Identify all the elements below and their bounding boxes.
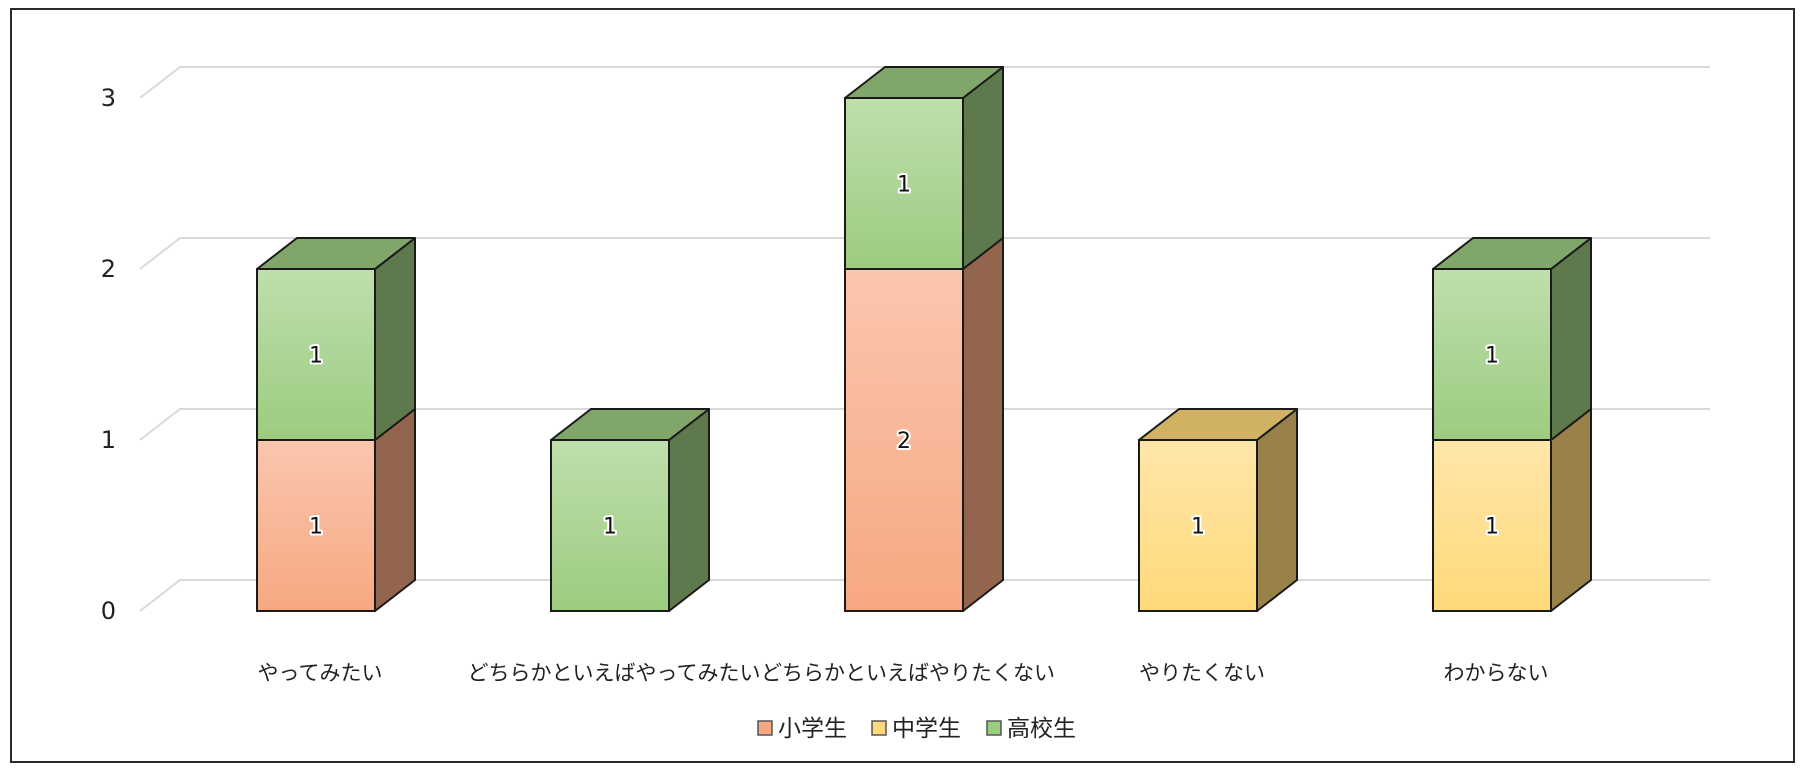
legend-swatch-1 xyxy=(757,720,773,736)
y-tick-label-3: 3 xyxy=(101,84,116,112)
bar-side-5-2 xyxy=(1550,408,1592,612)
bar-side-1-1 xyxy=(374,408,416,612)
x-category-label-3: どちらかといえばやりたくない xyxy=(761,661,1055,685)
x-category-label-1: やってみたい xyxy=(258,661,383,685)
data-label-1-1: 1 xyxy=(309,515,323,540)
bar-front-1-1 xyxy=(256,439,376,612)
y-tick-label-2: 2 xyxy=(101,255,116,283)
bar-top-3 xyxy=(844,66,1004,99)
y-axis-ticks: 0 1 2 3 xyxy=(101,84,116,625)
bar-side-3-3 xyxy=(962,66,1004,270)
data-label-3-1: 2 xyxy=(897,429,911,454)
bar-front-4-2 xyxy=(1138,439,1258,612)
bar-side-1-3 xyxy=(374,237,416,441)
x-category-label-4: やりたくない xyxy=(1139,661,1265,685)
legend-item-3: 高校生 xyxy=(986,716,1076,742)
data-label-1-3: 1 xyxy=(309,344,323,369)
legend-item-2: 中学生 xyxy=(871,716,961,742)
y-tick-label-0: 0 xyxy=(101,597,116,625)
bar-top-5 xyxy=(1432,237,1592,270)
bar-top-1 xyxy=(256,237,416,270)
y-tick-label-1: 1 xyxy=(101,426,116,454)
data-label-2-3: 1 xyxy=(603,515,617,540)
gridline-3 xyxy=(139,66,1710,99)
bar-stack-5 xyxy=(1432,237,1592,612)
gridline-2 xyxy=(139,237,1710,270)
legend-swatch-2 xyxy=(871,720,887,736)
data-label-4-2: 1 xyxy=(1191,515,1205,540)
bar-front-1-3 xyxy=(256,268,376,441)
bar-side-5-3 xyxy=(1550,237,1592,441)
bar-top-2 xyxy=(550,408,710,441)
data-label-5-3: 1 xyxy=(1485,344,1499,369)
bar-top-4 xyxy=(1138,408,1298,441)
bar-stack-2 xyxy=(550,408,710,612)
bar-stack-4 xyxy=(1138,408,1298,612)
legend-swatch-3 xyxy=(986,720,1002,736)
legend-label-2: 中学生 xyxy=(892,716,961,742)
data-label-3-3: 1 xyxy=(897,173,911,198)
x-category-label-2: どちらかといえばやってみたい xyxy=(468,661,761,685)
bar-front-3-3 xyxy=(844,97,964,270)
legend-label-3: 高校生 xyxy=(1007,716,1076,742)
bar-stack-3 xyxy=(844,66,1004,612)
data-label-5-2: 1 xyxy=(1485,515,1499,540)
bar-side-4-2 xyxy=(1256,408,1298,612)
bar-side-2-3 xyxy=(668,408,710,612)
bar-front-5-3 xyxy=(1432,268,1552,441)
x-category-label-5: わからない xyxy=(1444,661,1549,685)
legend-item-1: 小学生 xyxy=(757,716,847,742)
bar-front-5-2 xyxy=(1432,439,1552,612)
x-axis-categories: やってみたい どちらかといえばやってみたい どちらかといえばやりたくない やりたくない… xyxy=(258,661,1549,685)
data-label-layer: 1 1 1 2 1 1 1 1 xyxy=(307,171,1501,542)
legend-label-1: 小学生 xyxy=(778,716,847,742)
bar-layer xyxy=(256,66,1592,612)
legend: 小学生 中学生 高校生 xyxy=(757,716,1076,742)
bar-side-3-1 xyxy=(962,237,1004,612)
bar-stack-1 xyxy=(256,237,416,612)
